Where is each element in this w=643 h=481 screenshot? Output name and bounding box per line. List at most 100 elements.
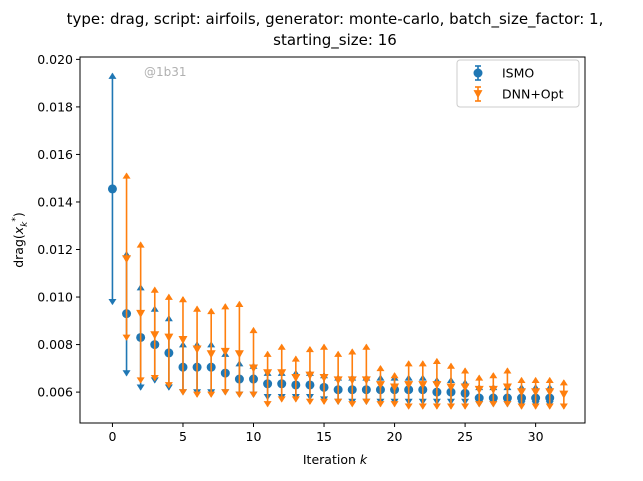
data-point [517, 388, 527, 397]
y-tick-label: 0.018 [37, 99, 73, 114]
data-point [164, 333, 174, 342]
chart-title-line-2: starting_size: 16 [273, 31, 397, 50]
error-cap-upper [108, 72, 117, 79]
error-cap-lower [418, 403, 427, 410]
data-point [291, 374, 301, 383]
x-tick-label: 25 [457, 429, 473, 444]
error-cap-lower [108, 298, 117, 306]
data-point [333, 376, 343, 385]
data-point [474, 385, 484, 395]
error-cap-lower [277, 396, 286, 403]
error-cap-upper [348, 348, 357, 355]
error-cap-upper [475, 374, 484, 381]
data-point [206, 350, 216, 359]
error-cap-upper [122, 172, 131, 179]
x-tick-label: 20 [387, 429, 403, 444]
error-cap-lower [545, 403, 554, 410]
error-cap-lower [221, 389, 230, 396]
data-point [390, 383, 400, 392]
error-cap-lower [164, 382, 173, 389]
error-cap-upper [390, 372, 399, 379]
data-point [375, 381, 385, 390]
error-cap-lower [207, 391, 216, 398]
error-cap-upper [446, 362, 455, 369]
data-point [404, 381, 414, 390]
legend-marker [473, 90, 483, 99]
data-point [488, 385, 498, 395]
error-cap-upper [193, 305, 202, 312]
x-tick-label: 10 [246, 429, 262, 444]
error-cap-lower [263, 401, 272, 408]
data-point [234, 350, 244, 359]
plot-area: 0 5 10 15 20 25 30 0.006 0.008 0.010 0.012 0.014 0.0… [37, 52, 586, 444]
error-cap-lower [136, 377, 145, 384]
error-cap-lower [249, 391, 258, 398]
error-cap-lower [334, 398, 343, 405]
legend-label: DNN+Opt [502, 87, 564, 102]
error-cap-lower [320, 398, 329, 405]
error-cap-upper [136, 241, 145, 248]
y-tick-label: 0.012 [37, 242, 73, 257]
data-point [263, 369, 273, 378]
y-tick-label: 0.016 [37, 147, 73, 162]
error-cap-upper [235, 300, 244, 307]
x-tick-label: 30 [528, 429, 544, 444]
data-point [249, 364, 259, 373]
error-cap-lower [291, 396, 300, 403]
data-point [122, 255, 132, 264]
data-point [502, 383, 512, 392]
legend-label: ISMO [502, 66, 534, 81]
error-cap-lower [461, 403, 470, 410]
data-point [192, 345, 202, 354]
y-tick-label: 0.010 [37, 290, 73, 305]
y-tick-label: 0.020 [37, 52, 73, 67]
x-axis-label: Iteration k [303, 452, 368, 467]
error-cap-lower [150, 375, 159, 382]
error-cap-upper [404, 360, 413, 367]
error-cap-upper [559, 379, 568, 386]
chart-title-line-1: type: drag, script: airfoils, generator:… [67, 10, 604, 29]
data-point [432, 381, 442, 390]
error-cap-lower [531, 403, 540, 410]
error-cap-upper [263, 350, 272, 357]
x-tick-label: 5 [179, 429, 187, 444]
error-cap-lower [136, 384, 145, 391]
error-cap-upper [178, 296, 187, 303]
error-cap-lower [432, 403, 441, 410]
data-point [220, 347, 230, 356]
error-cap-upper [221, 303, 230, 310]
error-cap-lower [390, 401, 399, 408]
error-cap-upper [334, 350, 343, 357]
error-cap-upper [503, 367, 512, 374]
error-cap-upper [249, 326, 258, 334]
data-point [418, 381, 428, 390]
data-point [150, 331, 160, 340]
error-cap-upper [489, 372, 498, 379]
error-cap-upper [418, 360, 427, 367]
data-point [319, 374, 329, 383]
error-cap-upper [164, 293, 173, 300]
data-point [545, 388, 555, 397]
legend-marker [473, 68, 483, 78]
error-cap-upper [320, 343, 329, 350]
y-tick-label: 0.008 [37, 337, 73, 352]
error-cap-lower [305, 398, 314, 405]
error-cap-lower [517, 403, 526, 410]
data-point [277, 369, 287, 378]
error-cap-upper [150, 286, 159, 293]
error-cap-upper [291, 355, 300, 362]
x-tick-label: 15 [316, 429, 332, 444]
y-tick-label: 0.014 [37, 194, 73, 209]
error-cap-lower [503, 401, 512, 408]
data-point [460, 383, 470, 392]
error-cap-lower [404, 403, 413, 410]
legend-box [456, 59, 580, 108]
data-point [107, 184, 117, 194]
data-point [559, 390, 569, 399]
data-point [361, 376, 371, 385]
error-cap-upper [277, 343, 286, 350]
error-cap-upper [531, 376, 540, 384]
series-dnn-opt [122, 172, 569, 410]
